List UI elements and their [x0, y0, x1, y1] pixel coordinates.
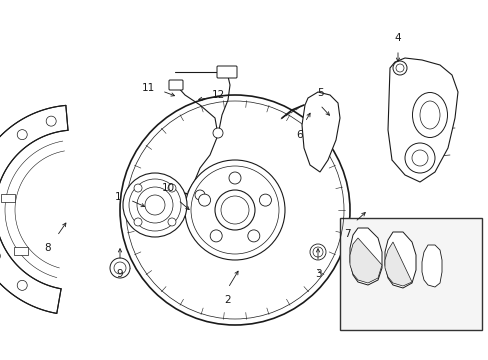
Text: 1: 1 [115, 192, 121, 202]
Circle shape [123, 173, 186, 237]
Circle shape [213, 128, 223, 138]
Text: 9: 9 [117, 269, 123, 279]
Polygon shape [349, 228, 381, 285]
Circle shape [259, 194, 271, 206]
Circle shape [17, 130, 27, 140]
Text: 11: 11 [141, 83, 154, 93]
Text: 4: 4 [394, 33, 401, 43]
Circle shape [167, 184, 176, 192]
Circle shape [114, 262, 126, 274]
Circle shape [46, 116, 56, 126]
FancyBboxPatch shape [169, 80, 183, 90]
Ellipse shape [404, 143, 434, 173]
Text: 6: 6 [296, 130, 303, 140]
Text: 7: 7 [343, 229, 349, 239]
Ellipse shape [411, 150, 427, 166]
Text: 12: 12 [211, 90, 224, 100]
Polygon shape [387, 58, 457, 182]
Circle shape [145, 195, 164, 215]
Circle shape [134, 184, 142, 192]
Circle shape [184, 160, 285, 260]
Text: 8: 8 [44, 243, 51, 253]
Circle shape [17, 280, 27, 291]
Ellipse shape [412, 93, 447, 138]
Circle shape [247, 230, 259, 242]
Circle shape [198, 194, 210, 206]
Circle shape [167, 218, 176, 226]
Bar [339, 218, 481, 330]
Circle shape [134, 218, 142, 226]
Text: 3: 3 [314, 269, 321, 279]
Circle shape [195, 190, 204, 200]
Circle shape [228, 172, 241, 184]
Polygon shape [384, 232, 415, 288]
Polygon shape [349, 238, 381, 283]
Ellipse shape [419, 101, 439, 129]
Circle shape [110, 258, 130, 278]
Text: 5: 5 [316, 88, 323, 98]
Circle shape [395, 64, 403, 72]
Circle shape [120, 95, 349, 325]
Circle shape [312, 247, 323, 257]
Polygon shape [302, 92, 339, 172]
Polygon shape [0, 105, 68, 314]
Bar [1, 194, 15, 202]
Circle shape [392, 61, 406, 75]
Text: 2: 2 [224, 295, 231, 305]
Bar [14, 247, 28, 255]
Circle shape [215, 190, 254, 230]
Polygon shape [421, 245, 441, 287]
FancyBboxPatch shape [217, 66, 237, 78]
Circle shape [309, 244, 325, 260]
Text: 10: 10 [161, 183, 174, 193]
Polygon shape [384, 242, 411, 286]
Circle shape [210, 230, 222, 242]
